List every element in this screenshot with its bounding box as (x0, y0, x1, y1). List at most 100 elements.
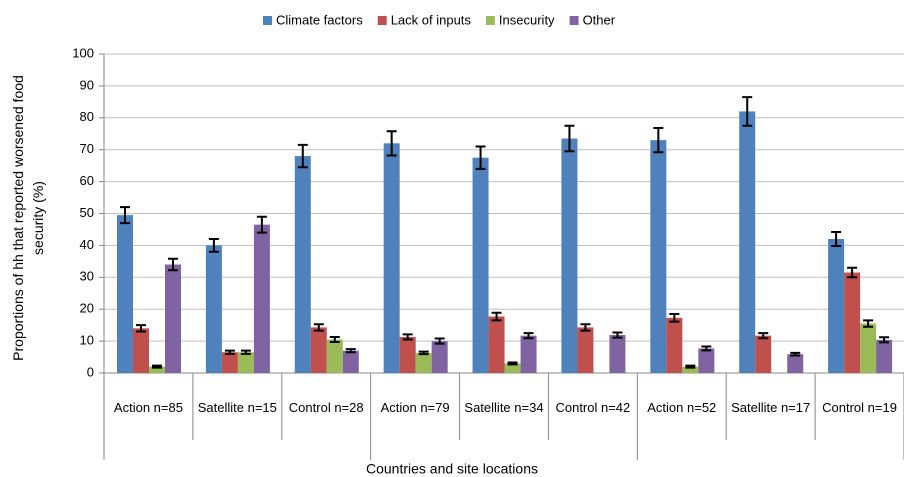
x-tick-label: Action n=85 (113, 400, 183, 415)
y-tick-label: 50 (80, 205, 94, 220)
bar (787, 354, 804, 373)
error-bar (507, 361, 518, 366)
y-tick-label: 40 (80, 237, 94, 252)
bar (577, 327, 594, 373)
error-bar (386, 130, 397, 157)
bar (876, 339, 893, 373)
y-tick-label: 20 (80, 301, 94, 316)
x-tick-label: Satellite n=15 (197, 400, 277, 415)
bar (342, 350, 359, 373)
bar (133, 328, 149, 373)
error-bar (847, 266, 858, 279)
bar (237, 352, 254, 373)
x-tick-label: Action n=79 (380, 400, 450, 415)
bar (561, 138, 578, 373)
y-tick-label: 10 (80, 333, 94, 348)
bar (504, 363, 521, 373)
y-tick-label: 60 (80, 173, 94, 188)
error-bar (240, 349, 251, 355)
error-bar (297, 143, 308, 169)
x-tick-label: Control n=28 (288, 400, 364, 415)
error-bar (790, 351, 801, 357)
error-bar (136, 324, 146, 333)
bar (431, 341, 448, 373)
error-bar (863, 319, 874, 328)
bar (415, 352, 432, 373)
bar (472, 157, 489, 373)
error-bar (879, 336, 890, 344)
y-axis-title: Proportions of hh that reported worsened… (10, 75, 46, 361)
error-bar (685, 364, 696, 369)
x-axis-title: Countries and site locations (366, 461, 538, 477)
bar (117, 215, 133, 373)
x-tick-label: Action n=52 (647, 400, 717, 415)
bar (326, 339, 343, 373)
error-bar (313, 323, 324, 332)
bar (860, 323, 877, 373)
error-bar (224, 349, 235, 355)
bar (698, 348, 715, 373)
bar (310, 327, 327, 373)
error-bar (758, 332, 769, 340)
legend-swatch (377, 16, 387, 25)
y-tick-label: 0 (87, 364, 94, 379)
x-tick-label: Control n=19 (822, 400, 897, 415)
error-bar (418, 350, 429, 356)
bar (221, 352, 238, 373)
error-bar (402, 333, 413, 341)
bar (666, 317, 683, 373)
legend-swatch (569, 16, 579, 25)
error-bar (612, 331, 623, 339)
error-bar (168, 257, 178, 272)
y-tick-label: 80 (80, 109, 94, 124)
bar (165, 264, 181, 373)
error-bar (669, 312, 680, 323)
legend-swatch (263, 16, 272, 25)
bar (488, 316, 505, 373)
bar (294, 156, 311, 373)
bar (739, 111, 756, 374)
error-bar (345, 348, 356, 354)
bar (755, 335, 772, 373)
bar (682, 366, 699, 373)
x-tick-label: Satellite n=17 (731, 400, 811, 415)
error-bar (208, 238, 219, 253)
error-bar (701, 345, 712, 352)
error-bar (831, 231, 842, 248)
x-tick-label: Control n=42 (555, 400, 631, 415)
error-bar (434, 337, 445, 345)
bar (253, 224, 270, 373)
error-bar (742, 96, 753, 127)
bar (828, 239, 845, 373)
bar (205, 245, 222, 373)
error-bar (475, 145, 486, 170)
y-tick-label: 90 (80, 77, 94, 92)
error-bar (329, 335, 340, 344)
error-bar (653, 127, 664, 154)
error-bar (152, 364, 162, 369)
bar (149, 366, 165, 373)
legend-swatch (485, 16, 495, 25)
y-tick-label: 30 (80, 269, 94, 284)
bar (844, 272, 861, 373)
legend-label: Insecurity (499, 12, 555, 27)
bar (609, 335, 626, 373)
y-tick-label: 100 (72, 45, 94, 60)
error-bar (580, 323, 591, 332)
error-bar (120, 206, 130, 225)
legend-label: Climate factors (276, 12, 363, 27)
legend-label: Other (583, 12, 616, 27)
error-bar (564, 124, 575, 153)
error-bar (256, 215, 267, 234)
bar (650, 140, 667, 373)
legend-label: Lack of inputs (391, 12, 472, 27)
y-tick-label: 70 (80, 141, 94, 156)
bar (383, 143, 400, 373)
bar (399, 336, 416, 373)
bar (520, 335, 537, 373)
error-bar (491, 311, 502, 322)
error-bar (523, 332, 534, 340)
x-tick-label: Satellite n=34 (464, 400, 544, 415)
